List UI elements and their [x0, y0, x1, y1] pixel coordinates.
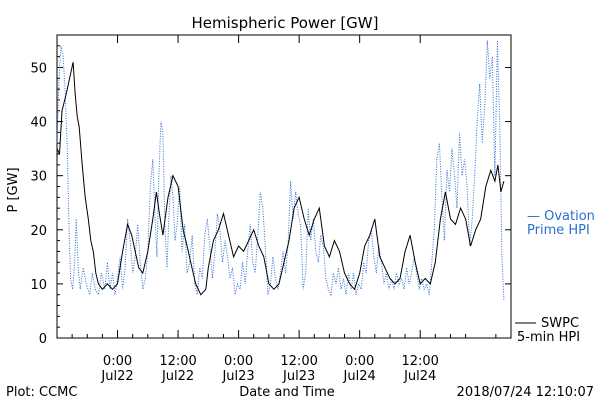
y-axis: 0 10 20 30 40 50	[30, 45, 511, 347]
legend-swpc-line1: SWPC	[541, 316, 579, 331]
legend-swpc: SWPC 5-min HPI	[515, 316, 580, 345]
y-tick-label: 50	[30, 61, 47, 76]
x-tick-label-time: 0:00	[103, 354, 132, 369]
x-tick-label-time: 12:00	[159, 354, 196, 369]
x-tick-label-date: Jul22	[100, 369, 133, 384]
x-tick-label-time: 12:00	[280, 354, 317, 369]
y-tick-label: 20	[30, 224, 47, 239]
plot-frame	[56, 34, 512, 339]
x-tick-label-time: 0:00	[224, 354, 253, 369]
plot-timestamp: 2018/07/24 12:10:07	[457, 385, 594, 400]
plot-credit: Plot: CCMC	[6, 385, 77, 400]
x-tick-label-date: Jul22	[161, 369, 194, 384]
x-tick-label-time: 0:00	[345, 354, 374, 369]
x-axis-label: Date and Time	[239, 385, 335, 400]
x-tick-label-date: Jul24	[343, 369, 376, 384]
chart-title: Hemispheric Power [GW]	[192, 14, 379, 32]
x-tick-label-date: Jul24	[403, 369, 436, 384]
series-line-ovation-prime-hpi	[56, 40, 505, 301]
series-line-swpc-5min-hpi	[56, 61, 505, 296]
y-tick-label: 0	[39, 332, 47, 347]
legend-ovation-line2: Prime HPI	[527, 223, 590, 238]
legend-swpc-line2: 5-min HPI	[517, 330, 580, 345]
legend-ovation-line1: — Ovation	[527, 209, 595, 224]
legend-ovation: — Ovation Prime HPI	[527, 209, 595, 238]
x-tick-label-date: Jul23	[221, 369, 254, 384]
x-axis: 0:00Jul2212:00Jul220:00Jul2312:00Jul230:…	[71, 35, 497, 384]
x-tick-label-date: Jul23	[282, 369, 315, 384]
plot-area	[56, 40, 505, 301]
y-axis-label: P [GW]	[6, 167, 21, 212]
x-tick-label-time: 12:00	[401, 354, 438, 369]
y-tick-label: 40	[30, 116, 47, 131]
y-tick-label: 10	[30, 278, 47, 293]
y-tick-label: 30	[30, 170, 47, 185]
